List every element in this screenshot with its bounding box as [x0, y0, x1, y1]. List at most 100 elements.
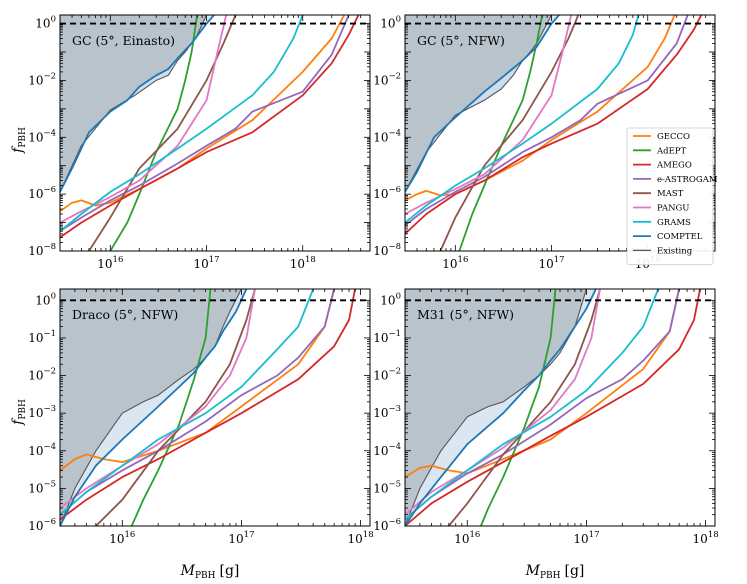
legend-entry-mast: MAST: [657, 189, 684, 199]
x-tick-label-p1: 1016: [97, 255, 123, 271]
y-tick-label-p3: 10−3: [28, 404, 56, 420]
y-tick-label-p3: 10−6: [28, 517, 56, 533]
series-e-astrogam-p2: [405, 15, 689, 227]
y-tick-label-p4: 10−6: [373, 517, 401, 533]
series-comptel-p4: [405, 289, 597, 526]
series-grams-p4: [405, 289, 660, 521]
y-tick-label-p3: 10−1: [28, 329, 56, 345]
panel-label-p2: GC (5°, NFW): [417, 33, 505, 48]
y-tick-label-p2: 10−2: [373, 71, 401, 87]
series-comptel-p1: [60, 15, 215, 193]
panel-p3: 1016 1017 1018 10−6 10−5 10−4 10−3 10−2 10−1 100 D…: [28, 288, 374, 546]
series-pangu-p1: [60, 15, 228, 224]
legend-entry-gecco: GECCO: [657, 132, 690, 142]
comptel-region-p2: [405, 15, 560, 192]
series-comptel-p2: [405, 15, 560, 193]
axes-frame-p2: [404, 14, 716, 252]
xlabel-right: MPBH [g]: [525, 563, 585, 581]
plot-area-p1: [60, 15, 370, 251]
series-amego-p3: [60, 289, 356, 521]
legend: GECCO AdEPT AMEGO e-ASTROGAM MAST PANGU GRAMS C…: [626, 127, 718, 266]
y-tick-label-p2: 10−4: [373, 128, 401, 144]
series-mast-p2: [439, 15, 580, 251]
existing-region-p2: [405, 15, 552, 192]
series-existing-p3: [60, 289, 242, 526]
x-tick-label-p1: 1017: [193, 255, 219, 271]
x-tick-label-p3: 1016: [109, 530, 135, 546]
comptel-region-p3: [60, 289, 247, 526]
x-tick-label-p4: 1016: [454, 530, 480, 546]
ylabel-bottom: fPBH: [10, 399, 28, 426]
y-tick-label-p4: 10−3: [373, 404, 401, 420]
panel-label-p4: M31 (5°, NFW): [417, 307, 514, 322]
y-tick-label-p2: 10−6: [373, 185, 401, 201]
y-tick-label-p2: 10−8: [373, 242, 401, 258]
y-tick-label-p1: 10−6: [28, 185, 56, 201]
y-tick-label-p3: 100: [35, 291, 56, 307]
y-tick-label-p3: 10−2: [28, 367, 56, 383]
x-tick-label-p1: 1018: [290, 255, 316, 271]
series-adept-p4: [480, 289, 557, 526]
y-tick-label-p1: 100: [35, 15, 56, 31]
series-adept-p3: [130, 289, 212, 526]
y-tick-label-p3: 10−4: [28, 442, 56, 458]
series-gecco-p4: [405, 289, 680, 478]
series-pangu-p2: [405, 15, 573, 215]
x-tick-label-p2: 1017: [538, 255, 564, 271]
x-tick-label-p2: 1016: [442, 255, 468, 271]
y-tick-label-p4: 10−1: [373, 329, 401, 345]
legend-entry-grams: GRAMS: [657, 218, 691, 228]
series-amego-p2: [405, 15, 703, 235]
y-tick-label-p1: 10−2: [28, 71, 56, 87]
existing-region-p4: [405, 289, 587, 526]
legend-entry-pangu: PANGU: [657, 204, 689, 214]
series-pangu-p4: [405, 289, 601, 516]
series-e-astrogam-p1: [60, 15, 350, 232]
series-e-astrogam-p3: [60, 289, 335, 516]
panel-label-p1: GC (5°, Einasto): [72, 33, 175, 48]
series-existing-p2: [405, 15, 552, 193]
series-adept-p1: [109, 15, 199, 251]
series-grams-p2: [405, 15, 640, 224]
panel-p1: 1016 1017 1018 10−8 10−6 10−4 10−2 100 GC (5°, E…: [28, 14, 371, 271]
y-tick-label-p1: 10−4: [28, 128, 56, 144]
series-e-astrogam-p4: [405, 289, 680, 521]
x-tick-label-p3: 1018: [348, 530, 374, 546]
ticks-p4: [404, 288, 715, 527]
series-comptel-p3: [60, 289, 248, 526]
existing-region-p3: [60, 289, 242, 526]
y-tick-label-p4: 10−4: [373, 442, 401, 458]
plot-area-p2: [405, 15, 715, 251]
y-tick-label-p4: 100: [380, 291, 401, 307]
legend-entry-existing: Existing: [657, 246, 693, 256]
legend-entry-e-astrogam: e-ASTROGAM: [657, 175, 718, 185]
series-gecco-p2: [405, 15, 676, 202]
plot-area-p4: [405, 289, 715, 526]
legend-entry-adept: AdEPT: [656, 146, 687, 156]
ticks-p3: [59, 288, 370, 527]
y-tick-label-p3: 10−5: [28, 479, 56, 495]
panel-p4: 1016 1017 1018 10−6 10−5 10−4 10−3 10−2 10−1 100 M…: [373, 288, 719, 546]
panels: 1016 1017 1018 10−8 10−6 10−4 10−2 100 GC (5°, E…: [28, 14, 719, 546]
x-tick-label-p4: 1017: [573, 530, 599, 546]
y-tick-label-p4: 10−2: [373, 367, 401, 383]
series-grams-p1: [60, 15, 304, 232]
series-mast-p3: [95, 289, 256, 526]
legend-box: [626, 127, 714, 266]
series-grams-p3: [60, 289, 315, 516]
plot-area-p3: [60, 289, 370, 526]
panel-label-p3: Draco (5°, NFW): [72, 307, 178, 322]
x-tick-label-p4: 1018: [693, 530, 719, 546]
series-amego-p1: [60, 15, 360, 239]
x-tick-label-p3: 1017: [228, 530, 254, 546]
ylabel-top: fPBH: [10, 127, 28, 154]
axes-frame-p1: [59, 14, 371, 252]
xlabel-left: MPBH [g]: [180, 563, 240, 581]
legend-entry-comptel: COMPTEL: [657, 232, 703, 242]
series-amego-p4: [405, 289, 701, 526]
ticks-p1: [59, 14, 371, 252]
y-tick-label-p4: 10−5: [373, 479, 401, 495]
series-existing-p4: [405, 289, 587, 526]
